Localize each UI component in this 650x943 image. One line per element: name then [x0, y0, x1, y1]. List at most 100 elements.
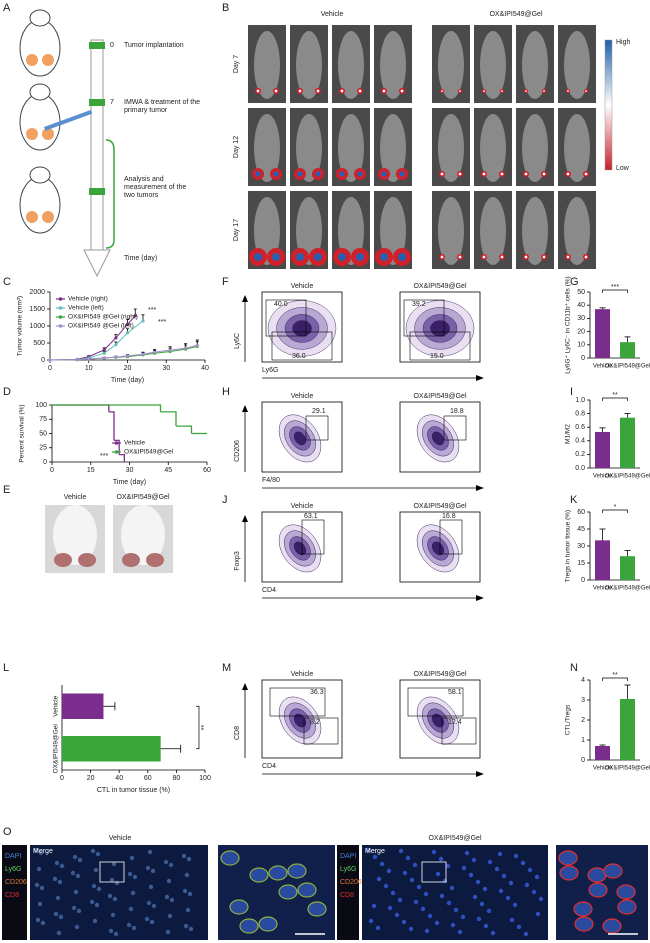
group-label: Vehicle [321, 11, 344, 18]
nucleus [387, 905, 393, 911]
x-tick-label: 45 [164, 467, 172, 474]
nucleus [497, 851, 503, 857]
nucleus [58, 914, 64, 920]
panel-letter: O [3, 826, 12, 838]
bar [62, 736, 161, 762]
signal-core [355, 252, 365, 262]
signal-core [525, 90, 527, 92]
nucleus [144, 916, 150, 922]
bar [595, 309, 610, 358]
zoom-cell [287, 863, 307, 879]
nucleus [181, 853, 187, 859]
nucleus [90, 848, 96, 854]
mouse-silhouette [296, 31, 322, 99]
y-tick-label: 20 [577, 328, 585, 335]
nucleus [408, 926, 414, 932]
nucleus [75, 873, 81, 879]
category-label: Vehicle [593, 586, 613, 592]
gate-value: 18.8 [450, 408, 464, 415]
signal-core [440, 255, 444, 259]
nucleus [129, 855, 135, 861]
gate-value: 8.2 [310, 719, 320, 726]
mouse-silhouette [480, 31, 506, 99]
nucleus [471, 857, 477, 863]
group-label: Vehicle [109, 835, 132, 842]
mouse-silhouette [438, 31, 464, 99]
nucleus [416, 884, 422, 890]
series-line [49, 344, 198, 361]
panel-letter: I [570, 386, 573, 398]
nucleus [505, 895, 511, 901]
nucleus [405, 855, 411, 861]
nucleus [132, 874, 138, 880]
survival-step [52, 404, 162, 412]
series-marker [48, 358, 52, 362]
nucleus [55, 895, 61, 901]
nucleus [538, 896, 544, 902]
nucleus [435, 871, 441, 877]
signal-core [316, 89, 320, 93]
mouse-silhouette [564, 114, 590, 182]
x-tick-label: 10 [85, 365, 93, 372]
group-label: OX&IPI549@Gel [413, 503, 466, 510]
gate-value: 29.1 [312, 408, 326, 415]
nucleus [535, 911, 541, 917]
signal-core [584, 255, 588, 259]
significance: ** [612, 672, 618, 679]
legend-marker [114, 450, 119, 454]
nucleus [71, 905, 77, 911]
analysis-bracket [105, 139, 115, 249]
zoom-cell [297, 882, 317, 898]
nucleus [472, 894, 478, 900]
tumor [42, 128, 54, 140]
flow-y-label: Ly6C [234, 333, 241, 349]
signal-core [340, 89, 344, 93]
signal-core [500, 255, 504, 259]
survival-step [108, 411, 115, 441]
channel-label: DAPI [5, 853, 21, 860]
nucleus [368, 918, 374, 924]
signal-core [273, 171, 279, 177]
contour [431, 431, 445, 446]
series-marker [125, 354, 130, 358]
gate-value: 12.4 [448, 719, 462, 726]
group-label: OX&IPI549@Gel [413, 283, 466, 290]
tumor-photo [54, 553, 72, 567]
nucleus [498, 888, 504, 894]
signal-core [482, 172, 486, 176]
nucleus [54, 860, 60, 866]
nucleus [76, 908, 82, 914]
panel-letter: D [3, 386, 11, 398]
flow-x-label: Ly6G [262, 367, 278, 374]
nucleus [52, 876, 58, 882]
y-tick-label: 45 [577, 526, 585, 533]
series-marker [184, 346, 188, 350]
nucleus [149, 919, 155, 925]
nucleus [476, 916, 482, 922]
nucleus [501, 873, 507, 879]
y-tick-label: 60 [577, 509, 585, 516]
error-bar [624, 336, 631, 343]
nucleus [520, 860, 526, 866]
panel-bg [2, 845, 27, 940]
timeline-mark [89, 42, 105, 49]
timeline-step: Tumor implantation [124, 42, 184, 49]
nucleus [59, 863, 65, 869]
nucleus [72, 854, 78, 860]
error-bar [103, 702, 116, 711]
mouse-silhouette [254, 114, 280, 182]
nucleus [394, 912, 400, 918]
nucleus [420, 906, 426, 912]
panel-letter: C [3, 276, 11, 288]
nucleus [108, 928, 114, 934]
survival-step [119, 453, 125, 462]
y-tick-label: 10 [577, 342, 585, 349]
signal-core [379, 252, 389, 262]
gate [303, 717, 339, 745]
group-label: OX&IPI549@Gel [116, 494, 169, 501]
nucleus [148, 884, 154, 890]
error-bar [599, 528, 606, 541]
y-tick-label: 25 [39, 445, 47, 452]
y-tick-label: 0 [581, 355, 585, 362]
nucleus [33, 847, 39, 853]
